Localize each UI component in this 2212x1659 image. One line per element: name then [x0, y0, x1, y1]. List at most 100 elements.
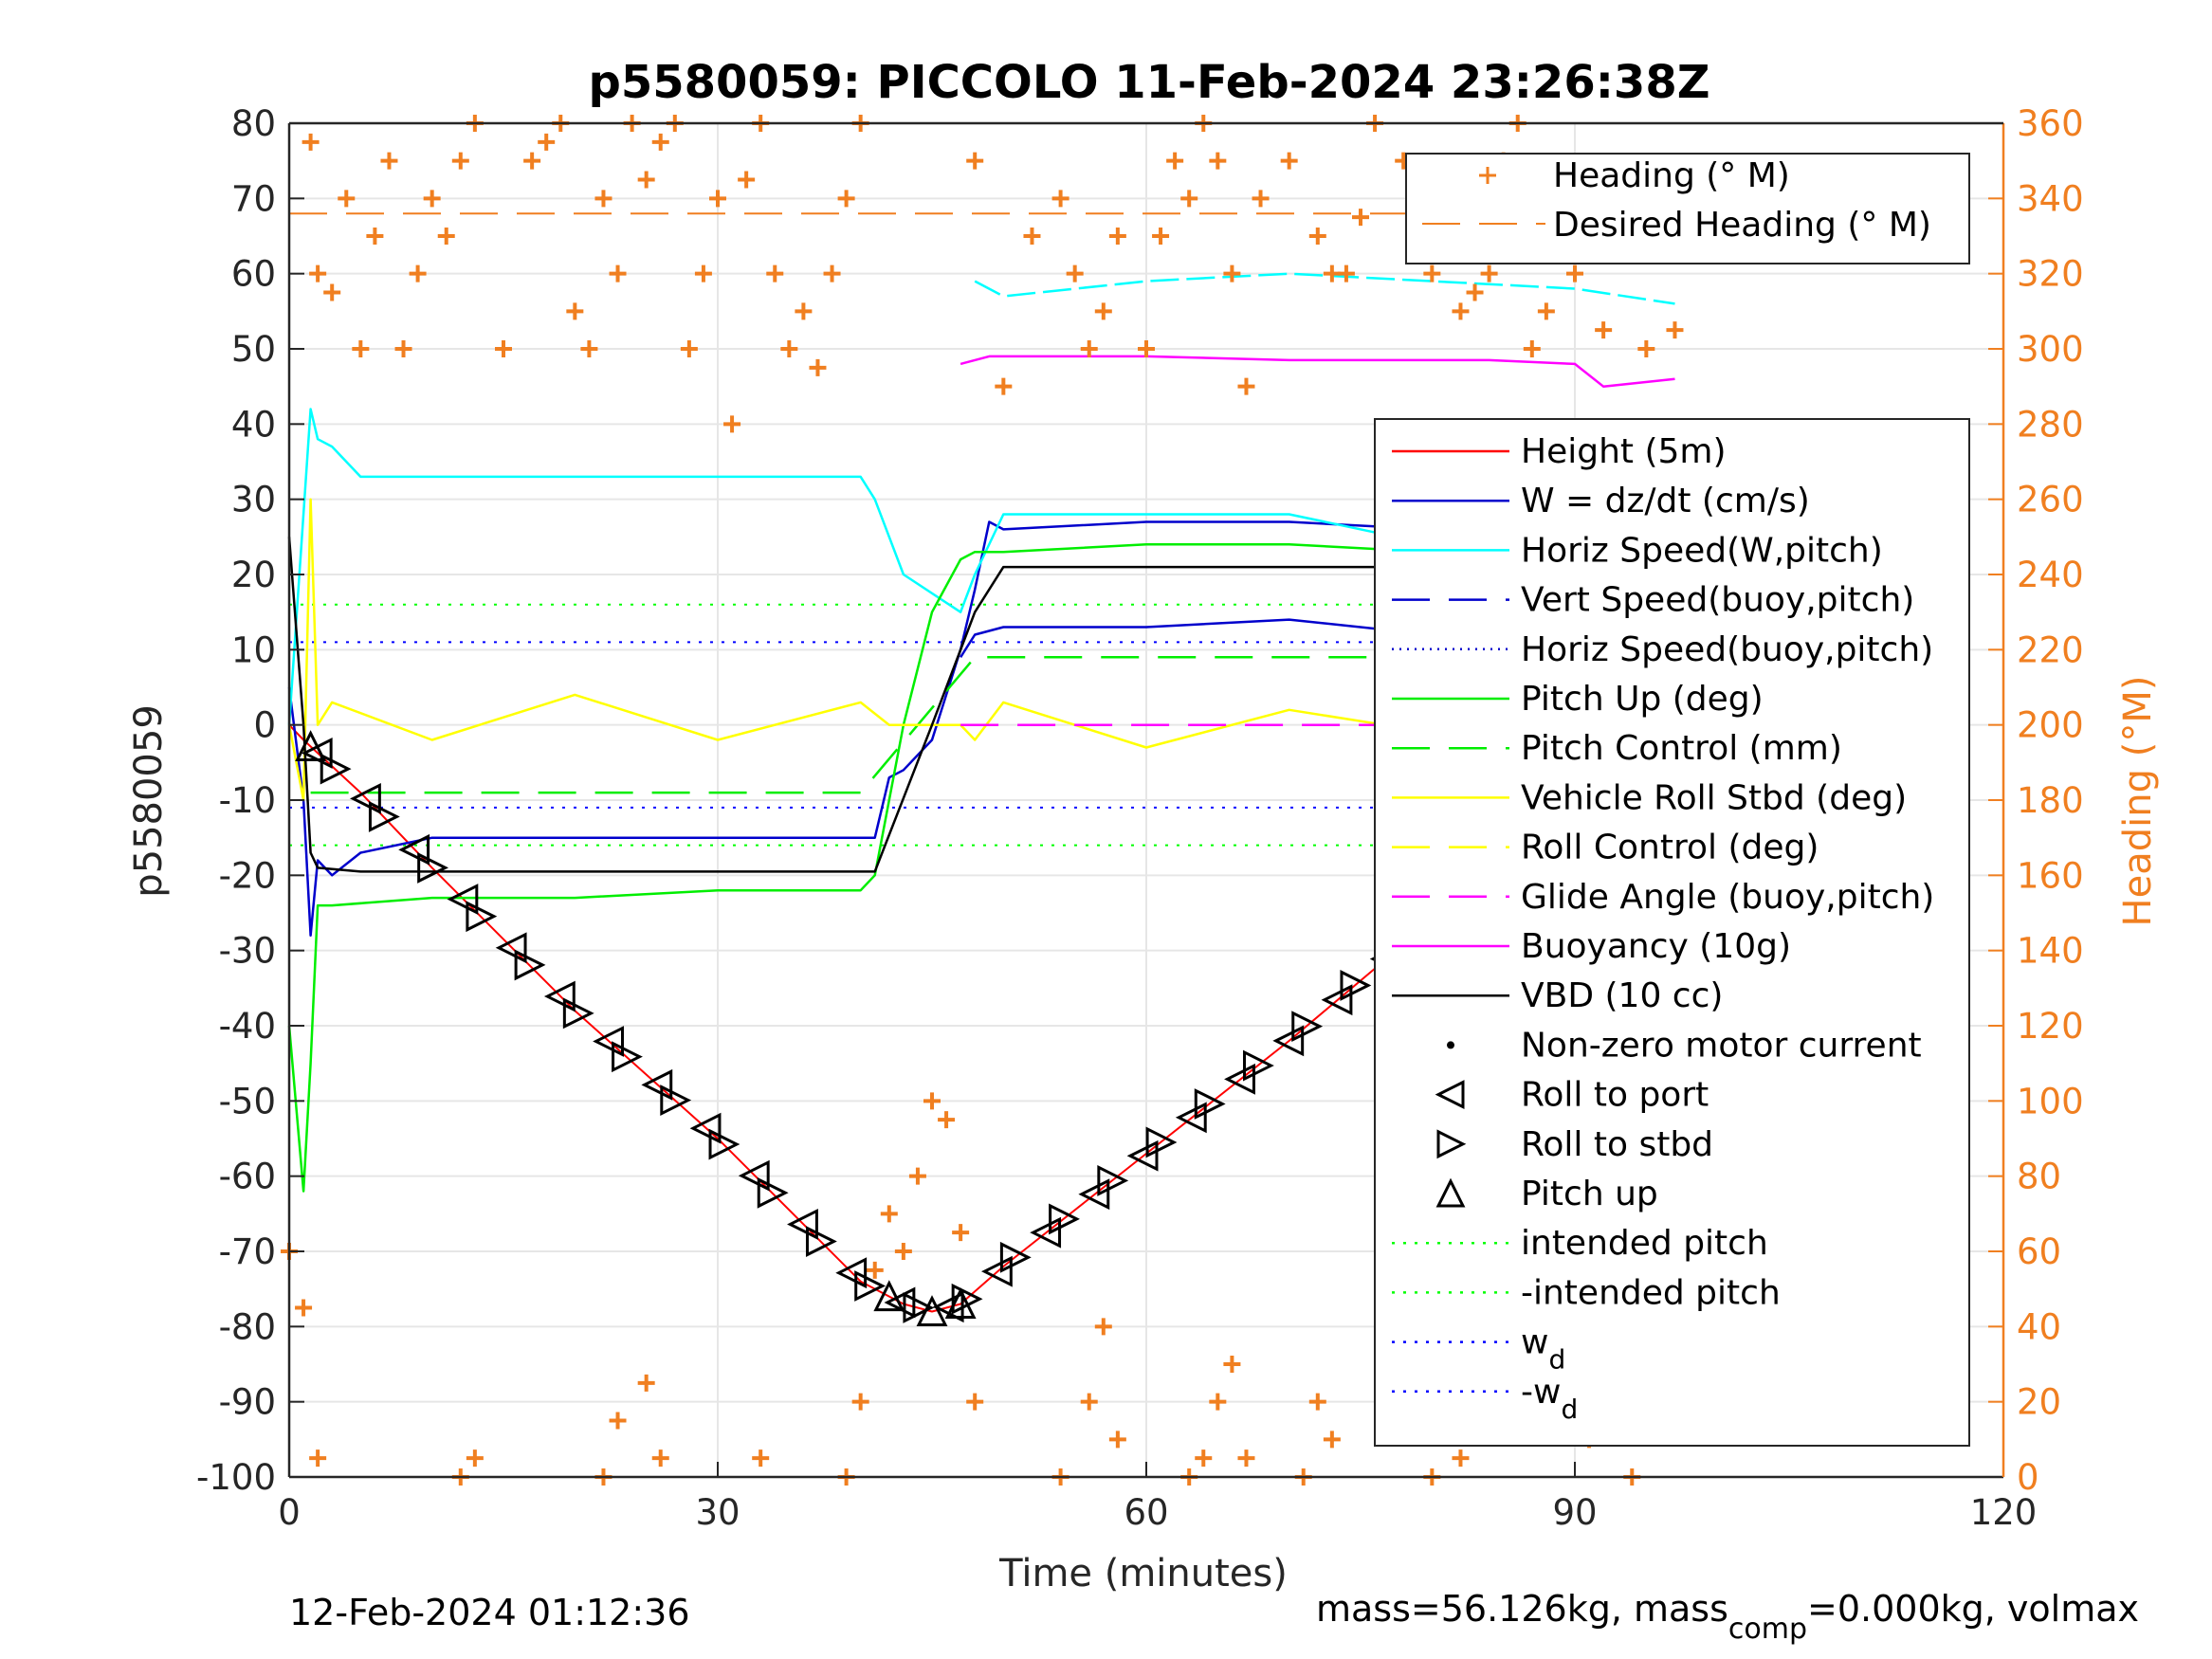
heading-marker — [1252, 190, 1270, 208]
heading-marker — [302, 133, 320, 151]
heading-marker — [1066, 264, 1084, 283]
roll-stbd-marker — [1291, 1011, 1324, 1043]
legend-main-box — [1374, 418, 1970, 1447]
legend-swatch-triangle — [1435, 1177, 1466, 1208]
y-axis-label-right: Heading (°M) — [2116, 676, 2160, 927]
x-tick-label: 60 — [1124, 1492, 1168, 1533]
y-right-tick-label: 240 — [2017, 555, 2084, 595]
roll-port-marker — [1126, 1139, 1159, 1172]
heading-marker — [295, 1299, 313, 1317]
footer-mass: mass=56.126kg, masscomp=0.000kg, volmax — [1316, 1588, 2139, 1646]
heading-marker — [1666, 321, 1684, 339]
roll-stbd-marker — [757, 1176, 789, 1209]
heading-marker — [1466, 283, 1484, 301]
x-tick-label: 120 — [1970, 1492, 2038, 1533]
heading-marker — [651, 1449, 669, 1468]
legend-swatch-triangle — [1435, 1080, 1465, 1110]
legend-entry: Pitch up — [1521, 1175, 1658, 1213]
y-right-tick-label: 200 — [2017, 705, 2084, 746]
y-tick-label: 10 — [231, 629, 276, 670]
heading-marker — [1166, 152, 1184, 170]
heading-marker — [1223, 1356, 1241, 1373]
chart-title: p5580059: PICCOLO 11-Feb-2024 23:26:38Z — [588, 56, 1709, 109]
heading-marker — [1051, 190, 1069, 208]
legend-entry: Roll to port — [1521, 1076, 1709, 1115]
footer-mass-a: mass=56.126kg, mass — [1316, 1588, 1728, 1630]
roll-port-marker — [495, 932, 527, 964]
y-right-tick-label: 340 — [2017, 178, 2084, 219]
heading-marker — [394, 340, 412, 357]
y-tick-label: -80 — [219, 1306, 276, 1347]
heading-marker — [1094, 302, 1112, 320]
heading-marker — [694, 264, 712, 283]
roll-port-marker — [1272, 1025, 1305, 1057]
pitch-up-marker — [873, 1280, 905, 1312]
y-right-tick-label: 40 — [2017, 1306, 2061, 1347]
roll-stbd-marker — [1340, 970, 1372, 1001]
heading-marker — [323, 283, 341, 301]
roll-stbd-marker — [660, 1085, 692, 1116]
roll-stbd-marker — [1049, 1203, 1080, 1235]
heading-marker — [1094, 1318, 1112, 1336]
heading-marker — [680, 340, 698, 357]
legend-entry: Height (5m) — [1521, 432, 1727, 471]
heading-marker — [1337, 264, 1355, 283]
y-tick-label: -30 — [219, 931, 276, 972]
y-right-tick-label: 80 — [2017, 1157, 2061, 1197]
heading-marker — [738, 171, 756, 189]
series-vehicle-roll-stbd-deg — [287, 498, 1675, 802]
roll-port-marker — [543, 980, 576, 1012]
heading-marker — [580, 340, 598, 357]
heading-marker — [780, 340, 798, 357]
legend-entry: W = dz/dt (cm/s) — [1521, 482, 1810, 520]
legend-entry: intended pitch — [1521, 1224, 1768, 1263]
heading-marker — [451, 152, 469, 170]
y-right-tick-label: 180 — [2017, 780, 2084, 821]
roll-port-marker — [738, 1159, 770, 1192]
legend-entry: Vehicle Roll Stbd (deg) — [1521, 778, 1907, 817]
heading-marker — [1537, 302, 1555, 320]
heading-marker — [966, 1393, 984, 1411]
heading-marker — [1080, 340, 1098, 357]
legend-swatch-triangle — [1436, 1129, 1467, 1159]
heading-marker — [1352, 209, 1369, 227]
legend-heading-box — [1405, 153, 1970, 264]
roll-port-marker — [641, 1068, 673, 1101]
series-vbd-10-cc — [287, 537, 1675, 873]
heading-marker — [1566, 264, 1583, 283]
heading-marker — [651, 133, 669, 151]
legend-entry: Vert Speed(buoy,pitch) — [1521, 581, 1914, 620]
footer-mass-b: =0.000kg, volmax — [1807, 1588, 2139, 1630]
roll-stbd-marker — [1097, 1165, 1129, 1196]
y-right-tick-label: 160 — [2017, 855, 2084, 896]
y-right-tick-label: 360 — [2017, 103, 2084, 144]
roll-port-marker — [835, 1257, 868, 1289]
heading-marker — [766, 264, 784, 283]
x-tick-label: 90 — [1552, 1492, 1597, 1533]
roll-port-marker — [787, 1209, 818, 1240]
y-right-tick-label: 220 — [2017, 629, 2084, 670]
y-right-tick-label: 0 — [2017, 1457, 2039, 1498]
y-tick-label: 70 — [231, 178, 276, 219]
roll-port-marker — [1175, 1102, 1207, 1134]
y-right-tick-label: 300 — [2017, 329, 2084, 370]
heading-marker — [938, 1111, 956, 1129]
y-right-tick-label: 100 — [2017, 1081, 2084, 1121]
legend-entry: Glide Angle (buoy,pitch) — [1521, 878, 1934, 917]
legend-entry: Non-zero motor current — [1521, 1026, 1922, 1065]
heading-marker — [637, 171, 655, 189]
heading-marker — [1637, 340, 1655, 357]
legend-swatch-dot — [1447, 1041, 1454, 1049]
legend-entry-subscript: d — [1548, 1344, 1565, 1376]
y-right-tick-label: 280 — [2017, 404, 2084, 445]
roll-port-marker — [1224, 1063, 1255, 1095]
roll-stbd-marker — [1145, 1126, 1178, 1158]
roll-stbd-marker — [1243, 1049, 1274, 1082]
y-tick-label: -20 — [219, 855, 276, 896]
heading-marker — [1138, 340, 1155, 357]
legend-swatch-heading — [1479, 167, 1496, 184]
heading-marker — [1308, 1393, 1326, 1411]
y-right-tick-label: 260 — [2017, 480, 2084, 520]
heading-marker — [609, 1412, 627, 1430]
legend-entry: Roll to stbd — [1521, 1125, 1713, 1164]
